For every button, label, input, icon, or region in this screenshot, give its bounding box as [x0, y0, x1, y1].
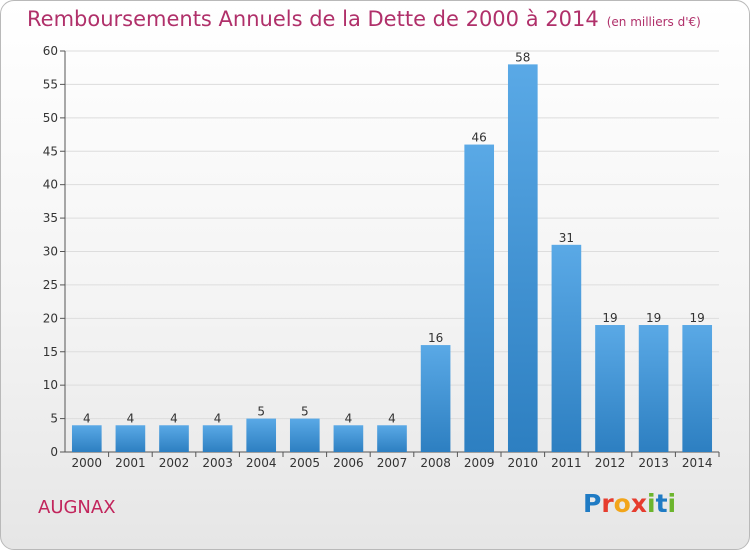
- logo-letter: P: [583, 489, 602, 518]
- x-tick-label: 2007: [377, 456, 408, 470]
- x-tick-label: 2010: [508, 456, 539, 470]
- bar: [115, 425, 146, 452]
- logo-letter: x: [630, 489, 647, 518]
- y-tick-label: 30: [43, 245, 58, 259]
- y-tick-label: 45: [43, 144, 58, 158]
- bar: [159, 425, 189, 452]
- bar-value-label: 58: [515, 50, 530, 64]
- y-tick-label: 15: [43, 345, 58, 359]
- y-tick-label: 35: [43, 211, 58, 225]
- bar: [595, 325, 625, 452]
- bar: [682, 325, 713, 452]
- logo-letter: i: [647, 489, 656, 518]
- x-tick-label: 2004: [246, 456, 277, 470]
- x-tick-label: 2014: [682, 456, 713, 470]
- bar: [289, 418, 320, 452]
- bar-value-label: 4: [127, 411, 135, 425]
- bar-value-label: 4: [345, 411, 353, 425]
- bar: [507, 64, 538, 452]
- bar-value-label: 31: [559, 231, 574, 245]
- bar-value-label: 5: [301, 405, 309, 419]
- x-tick-label: 2005: [290, 456, 321, 470]
- logo-letter: o: [613, 489, 631, 518]
- town-name: AUGNAX: [38, 497, 116, 518]
- bar: [246, 418, 277, 452]
- x-tick-label: 2008: [420, 456, 451, 470]
- x-tick-label: 2009: [464, 456, 495, 470]
- x-tick-label: 2012: [595, 456, 626, 470]
- bar-value-label: 5: [257, 405, 265, 419]
- logo-letter: i: [667, 489, 677, 518]
- y-tick-label: 40: [43, 178, 58, 192]
- x-tick-label: 2011: [551, 456, 582, 470]
- bar: [333, 425, 364, 452]
- x-tick-label: 2006: [333, 456, 364, 470]
- x-tick-label: 2001: [115, 456, 146, 470]
- chart-title: Remboursements Annuels de la Dette de 20…: [27, 7, 701, 31]
- y-tick-label: 50: [43, 111, 58, 125]
- y-tick-label: 0: [50, 445, 58, 459]
- proxiti-logo: Proxiti: [583, 489, 676, 518]
- bar-value-label: 4: [170, 411, 178, 425]
- bar-value-label: 4: [214, 411, 222, 425]
- y-tick-label: 10: [43, 378, 58, 392]
- bar-value-label: 46: [472, 131, 487, 145]
- bar: [464, 144, 495, 453]
- bar-value-label: 19: [646, 311, 661, 325]
- logo-letter: t: [655, 489, 668, 518]
- x-tick-label: 2013: [638, 456, 669, 470]
- bar-value-label: 19: [690, 311, 705, 325]
- bar: [377, 425, 407, 452]
- bar: [420, 345, 451, 452]
- bar-value-label: 16: [428, 331, 443, 345]
- bar: [71, 425, 102, 452]
- y-tick-label: 60: [43, 44, 58, 58]
- y-tick-label: 25: [43, 278, 58, 292]
- chart-title-text: Remboursements Annuels de la Dette de 20…: [27, 7, 599, 31]
- logo-letter: r: [601, 489, 614, 518]
- y-tick-label: 55: [43, 77, 58, 91]
- bar: [551, 244, 582, 452]
- y-tick-label: 5: [50, 412, 58, 426]
- bar: [638, 325, 669, 452]
- chart-subtitle: (en milliers d'€): [606, 15, 701, 29]
- y-tick-label: 20: [43, 311, 58, 325]
- bar-value-label: 4: [388, 411, 396, 425]
- x-tick-label: 2000: [72, 456, 103, 470]
- x-tick-label: 2002: [159, 456, 190, 470]
- x-tick-label: 2003: [202, 456, 233, 470]
- bar-value-label: 4: [83, 411, 91, 425]
- bar-value-label: 19: [602, 311, 617, 325]
- bar: [202, 425, 233, 452]
